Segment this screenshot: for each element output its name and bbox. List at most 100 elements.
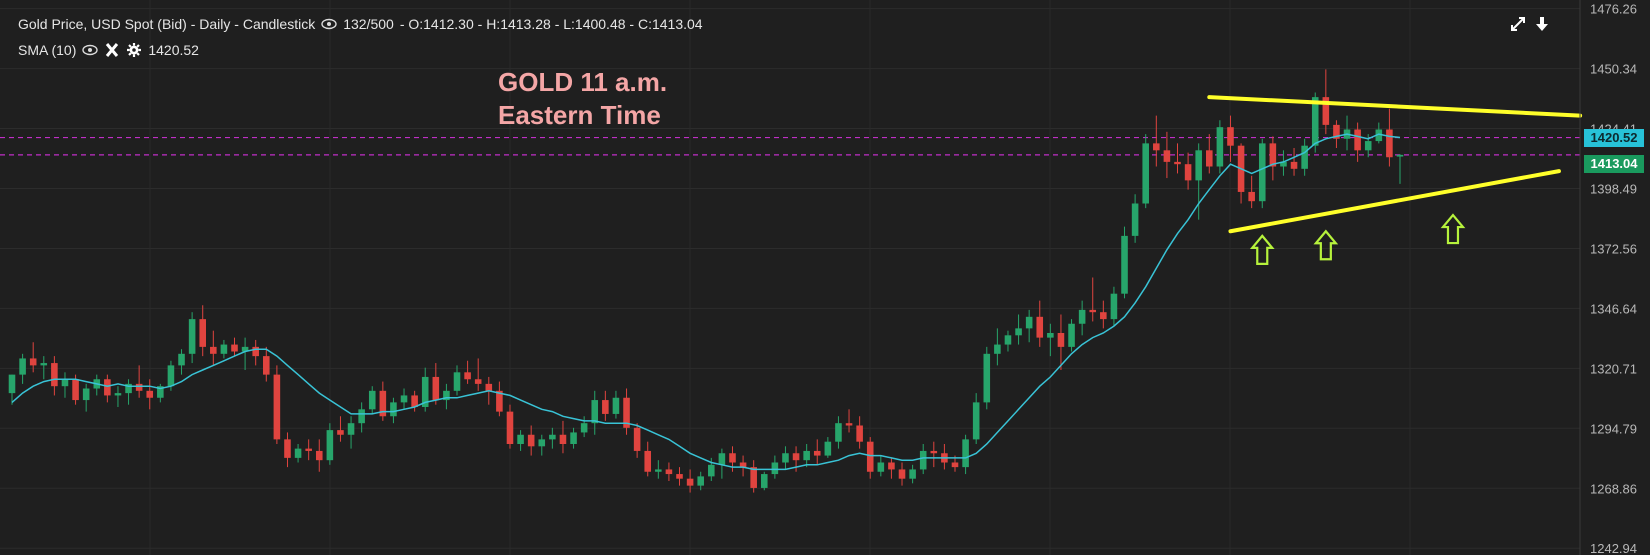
- candle-body: [400, 395, 408, 403]
- candle: [273, 365, 281, 444]
- candle-body: [1100, 312, 1107, 320]
- candle: [188, 312, 196, 364]
- candle: [612, 390, 620, 419]
- candle-body: [252, 346, 259, 357]
- candle-body: [1131, 203, 1139, 236]
- candle: [29, 342, 37, 373]
- candle: [1015, 314, 1022, 345]
- candle: [559, 420, 567, 454]
- gear-icon[interactable]: [126, 43, 142, 57]
- candle: [358, 402, 365, 433]
- candle-body: [464, 372, 471, 380]
- annotation-line1: GOLD 11 a.m.: [498, 67, 668, 97]
- candle: [1396, 154, 1404, 184]
- candle: [1131, 194, 1139, 243]
- candle-body: [72, 379, 79, 401]
- y-tick-label: 1268.86: [1590, 481, 1637, 496]
- candle-body: [146, 390, 154, 398]
- candle-body: [570, 432, 577, 444]
- candle-body: [1364, 141, 1372, 151]
- candle: [760, 471, 768, 491]
- candle: [294, 444, 302, 463]
- candle: [1163, 131, 1171, 179]
- y-tick-label: 1398.49: [1590, 181, 1637, 196]
- candle-body: [379, 390, 387, 417]
- chart-annotation: GOLD 11 a.m. Eastern Time: [498, 66, 667, 132]
- candle: [835, 416, 842, 449]
- candle: [941, 444, 948, 470]
- candle-body: [220, 344, 228, 354]
- candle: [82, 383, 90, 412]
- chart-header: Gold Price, USD Spot (Bid) - Daily - Can…: [18, 16, 703, 32]
- candle: [1248, 175, 1255, 209]
- candle: [655, 460, 662, 479]
- candle: [1227, 115, 1234, 162]
- candle-body: [337, 430, 344, 435]
- candle-body: [199, 319, 207, 347]
- download-icon[interactable]: [1534, 16, 1550, 32]
- candle-body: [390, 402, 397, 417]
- candle: [1089, 277, 1097, 322]
- candle: [432, 363, 440, 405]
- candle-body: [358, 409, 365, 424]
- candle-body: [633, 427, 641, 451]
- candle: [962, 434, 969, 475]
- candle: [1343, 115, 1351, 151]
- close-icon[interactable]: [104, 43, 120, 57]
- candle-body: [803, 450, 810, 461]
- candle-body: [729, 453, 736, 463]
- candle-body: [580, 423, 588, 433]
- candle-body: [549, 434, 556, 440]
- candle-body: [1057, 333, 1065, 347]
- candle-body: [294, 448, 302, 458]
- candle-body: [1068, 323, 1075, 347]
- candle-body: [1184, 164, 1192, 181]
- candle-body: [538, 439, 546, 447]
- candle: [496, 381, 503, 417]
- candle: [1004, 330, 1012, 352]
- candle-body: [1121, 235, 1128, 294]
- trendlines: [1207, 95, 1583, 234]
- candle-body: [1036, 316, 1044, 338]
- candle-body: [421, 376, 429, 407]
- candle: [983, 346, 991, 410]
- candle-body: [708, 464, 715, 477]
- eye-icon[interactable]: [321, 17, 337, 31]
- candle-body: [1110, 293, 1118, 320]
- candle-body: [210, 346, 217, 354]
- y-axis[interactable]: 1476.261450.341424.411398.491372.561346.…: [1590, 2, 1637, 555]
- candle: [549, 427, 556, 449]
- candle-body: [1089, 309, 1097, 313]
- candle-body: [1163, 150, 1171, 162]
- candle-body: [157, 386, 164, 398]
- candle: [919, 444, 927, 475]
- candle-body: [909, 469, 916, 479]
- candle: [1110, 286, 1118, 327]
- candle: [305, 439, 312, 461]
- candle: [1121, 226, 1128, 299]
- y-tick-label: 1476.26: [1590, 2, 1637, 17]
- candle-body: [241, 346, 249, 352]
- candle: [210, 330, 217, 366]
- eye-icon[interactable]: [82, 43, 99, 57]
- y-tick-label: 1320.71: [1590, 361, 1637, 376]
- candle: [220, 339, 228, 359]
- candle-body: [750, 467, 757, 488]
- candle: [1153, 115, 1160, 167]
- candle-body: [1025, 316, 1033, 329]
- candle: [898, 462, 906, 486]
- candle: [40, 356, 48, 380]
- candle: [644, 441, 652, 477]
- candle: [178, 349, 185, 375]
- candle-body: [474, 379, 482, 384]
- candle-body: [61, 379, 69, 387]
- candle: [337, 416, 344, 442]
- candle: [464, 360, 471, 384]
- candle: [1068, 319, 1075, 352]
- candle: [527, 425, 535, 456]
- candle-body: [527, 434, 535, 447]
- candle: [803, 444, 810, 468]
- candle: [1036, 300, 1044, 347]
- expand-icon[interactable]: [1510, 16, 1526, 32]
